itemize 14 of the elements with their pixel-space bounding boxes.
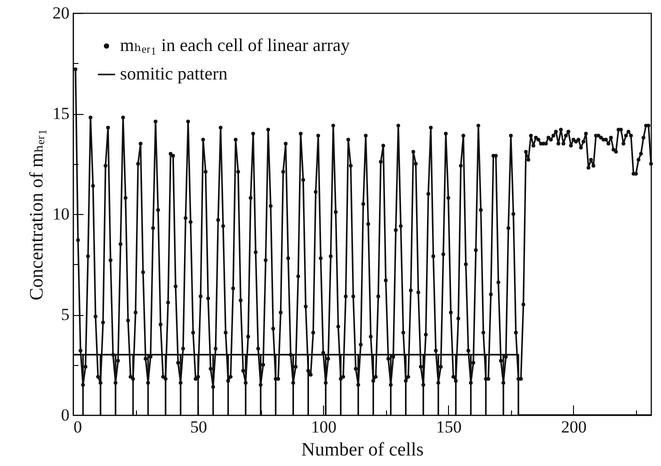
legend-label: mₕₑᵣ₁ in each cell of linear array (120, 35, 350, 55)
y-tick-label: 0 (61, 406, 70, 424)
x-axis-title: Number of cells (301, 440, 424, 460)
y-tick-label: 5 (61, 305, 70, 324)
x-tick-label: 200 (561, 418, 587, 436)
x-tick-label: 150 (436, 418, 462, 436)
y-tick-label: 10 (52, 204, 70, 224)
y-axis-title: Concentration of mₕₑᵣ₁ (26, 128, 48, 300)
legend-label: somitic pattern (120, 64, 228, 84)
x-tick-label: 100 (310, 418, 336, 436)
y-tick-label: 20 (52, 4, 70, 22)
x-tick-label: 0 (74, 418, 82, 436)
x-tick-label: 50 (190, 418, 208, 436)
y-tick-label: 15 (52, 104, 70, 123)
